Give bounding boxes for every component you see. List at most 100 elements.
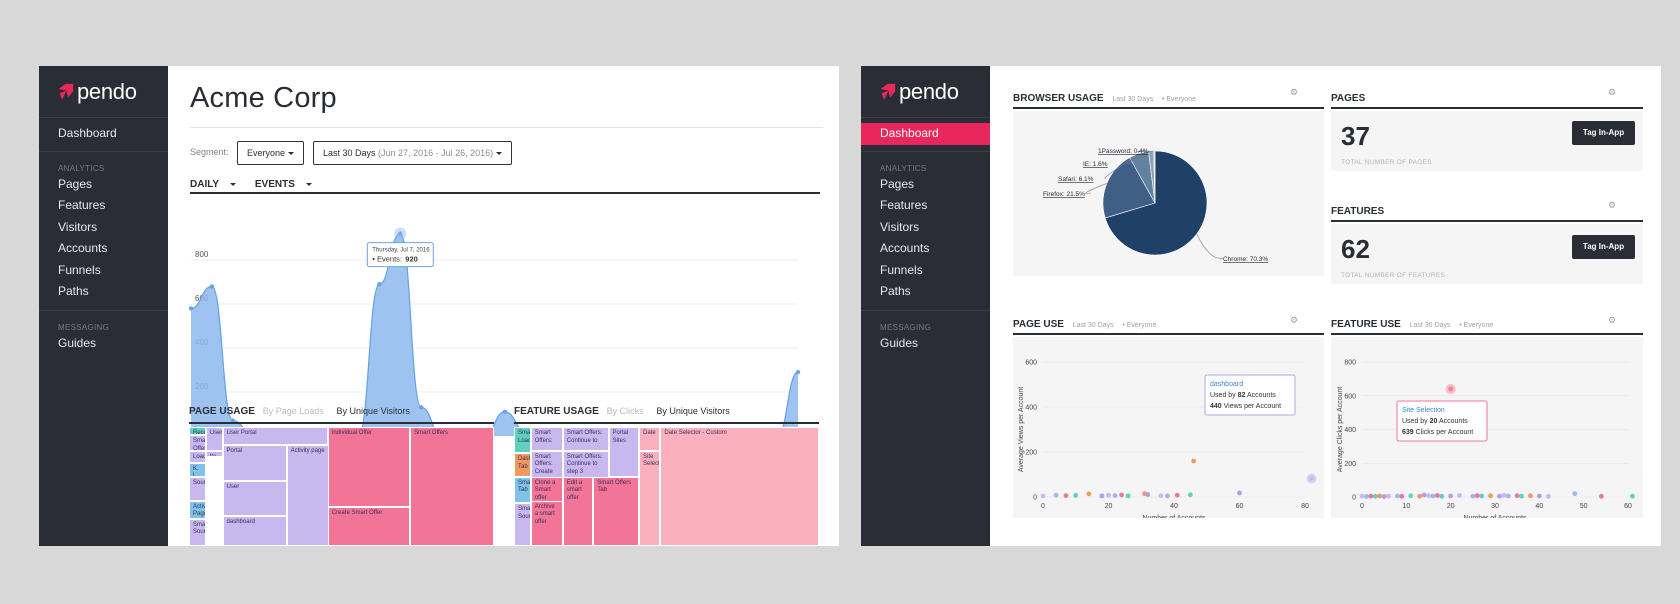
treemap-tile[interactable]: Sma Tab <box>514 476 531 504</box>
nav-paths[interactable]: Paths <box>880 284 911 298</box>
data-point <box>502 409 508 414</box>
nav-pages[interactable]: Pages <box>58 176 93 191</box>
nav-visitors[interactable]: Visitors <box>880 219 920 234</box>
treemap-tile[interactable]: Archive a smart offer <box>530 500 563 546</box>
treemap-tile[interactable]: Recent <box>189 427 206 436</box>
tab-by-page-loads[interactable]: By Page Loads <box>262 406 324 416</box>
treemap-tile[interactable]: Ite <box>205 450 223 457</box>
treemap-tile[interactable]: Smart Offers Tab <box>593 476 640 546</box>
nav-pages[interactable]: Pages <box>880 176 915 191</box>
tag-in-app-pages-button[interactable]: Tag In-App <box>1572 121 1635 145</box>
caret-down-icon <box>496 152 503 156</box>
gear-icon[interactable]: ⚙ <box>1290 315 1299 325</box>
tab-by-unique-visitors-features[interactable]: By Unique Visitors <box>656 406 730 416</box>
data-point <box>1112 493 1118 499</box>
logo[interactable]: pendo <box>861 66 990 118</box>
data-point <box>1630 493 1635 499</box>
x-tick-label: 80 <box>1301 503 1309 510</box>
page-usage-divider <box>189 422 494 424</box>
segment-dropdown[interactable]: Everyone <box>237 141 305 165</box>
data-point <box>1174 492 1180 498</box>
gear-icon[interactable]: ⚙ <box>1290 87 1299 97</box>
data-point <box>1448 386 1454 392</box>
treemap-tile[interactable]: K. L <box>189 462 206 477</box>
x-axis-label: Number of Accounts <box>1463 515 1527 518</box>
treemap-tile[interactable]: Smart Source <box>514 503 531 546</box>
treemap-tile[interactable]: Individual Offer <box>327 427 411 507</box>
nav-funnels[interactable]: Funnels <box>880 262 923 277</box>
nav-accounts[interactable]: Accounts <box>880 241 930 255</box>
treemap-tile[interactable]: Create Smart Offer <box>327 506 411 546</box>
nav-guides[interactable]: Guides <box>58 335 97 350</box>
main-content: BROWSER USAGE Last 30 Days • Everyone ⚙ … <box>990 66 1661 546</box>
data-point <box>1086 491 1092 497</box>
data-point <box>1053 492 1059 498</box>
treemap-tile[interactable]: Portal Sites <box>608 427 640 477</box>
dashboard-screen-left: pendo Dashboard ANALYTICS Pages Features… <box>39 66 839 546</box>
x-tick-label: 0 <box>1041 503 1045 510</box>
gear-icon[interactable]: ⚙ <box>1608 315 1617 325</box>
data-point <box>1377 493 1383 499</box>
pages-count-label: TOTAL NUMBER OF PAGES <box>1341 159 1432 166</box>
nav-section-messaging: MESSAGING <box>880 322 932 332</box>
treemap-tile[interactable]: Date <box>639 427 661 451</box>
browser-usage-header: BROWSER USAGE Last 30 Days • Everyone <box>1013 93 1196 104</box>
nav-visitors[interactable]: Visitors <box>58 219 98 234</box>
nav-features[interactable]: Features <box>58 198 106 212</box>
segment-value: Everyone <box>1166 96 1196 103</box>
y-tick-label: 200 <box>1344 461 1356 468</box>
nav-funnels[interactable]: Funnels <box>58 262 101 277</box>
treemap-tile[interactable]: Portal <box>222 444 287 481</box>
treemap-tile[interactable]: Active Pages <box>189 500 206 519</box>
events-dropdown[interactable]: EVENTS <box>255 179 320 190</box>
daily-dropdown[interactable]: DAILY <box>190 179 244 190</box>
treemap-tile[interactable]: Site Selecti <box>639 450 661 546</box>
tab-by-clicks[interactable]: By Clicks <box>606 406 644 416</box>
treemap-tile[interactable]: User Portal <box>222 427 328 445</box>
treemap-tile[interactable]: User <box>222 480 287 517</box>
treemap-tile[interactable]: Dash Tab <box>514 453 531 477</box>
nav-guides[interactable]: Guides <box>880 335 919 350</box>
features-title: FEATURES <box>1331 206 1385 217</box>
tab-by-unique-visitors[interactable]: By Unique Visitors <box>336 406 410 416</box>
treemap-tile[interactable]: Source <box>189 476 206 501</box>
x-tick-label: 40 <box>1170 503 1178 510</box>
nav-paths[interactable]: Paths <box>58 284 89 298</box>
x-tick-label: 20 <box>1105 503 1113 510</box>
gear-icon[interactable]: ⚙ <box>1608 200 1617 210</box>
treemap-tile[interactable]: Load <box>189 450 206 463</box>
treemap-tile[interactable]: Smart Offers <box>410 427 494 546</box>
data-point <box>1106 492 1111 498</box>
tag-in-app-features-button[interactable]: Tag In-App <box>1572 235 1635 259</box>
date-range-dropdown[interactable]: Last 30 Days (Jun 27, 2016 - Jul 26, 201… <box>313 141 513 165</box>
data-point <box>1599 493 1604 499</box>
treemap-tile[interactable]: Smart Offers: <box>530 427 563 451</box>
nav-dashboard[interactable]: Dashboard <box>861 123 990 145</box>
logo[interactable]: pendo <box>39 66 168 118</box>
nav-accounts[interactable]: Accounts <box>58 241 108 255</box>
treemap-tile[interactable]: Smart Source <box>189 518 206 546</box>
browser-usage-divider <box>1013 107 1324 109</box>
treemap-tile[interactable]: User <box>205 427 223 451</box>
treemap-tile[interactable]: Date Selector - Custom <box>660 427 819 546</box>
treemap-tile[interactable]: Smart Load <box>514 427 531 454</box>
features-count: 62 <box>1341 234 1370 264</box>
data-point <box>1536 493 1542 499</box>
x-tick-label: 50 <box>1580 503 1588 510</box>
y-tick-label: 800 <box>1344 360 1356 367</box>
nav-features[interactable]: Features <box>880 198 928 212</box>
brand-name: pendo <box>899 78 959 104</box>
data-point <box>795 370 801 375</box>
segment-value: Everyone <box>1126 322 1157 329</box>
gear-icon[interactable]: ⚙ <box>1608 87 1617 97</box>
data-point <box>1364 494 1369 499</box>
data-point <box>1119 492 1124 498</box>
nav-dashboard[interactable]: Dashboard <box>58 126 117 140</box>
data-point <box>1426 493 1431 499</box>
treemap-tile[interactable]: Smart Offer <box>189 435 206 451</box>
treemap-tile[interactable]: Edit a smart offer <box>562 476 594 546</box>
treemap-tile[interactable]: dashboard <box>222 516 287 546</box>
divider <box>190 127 823 128</box>
treemap-tile[interactable]: Smart Offers: Continue to <box>562 427 609 451</box>
